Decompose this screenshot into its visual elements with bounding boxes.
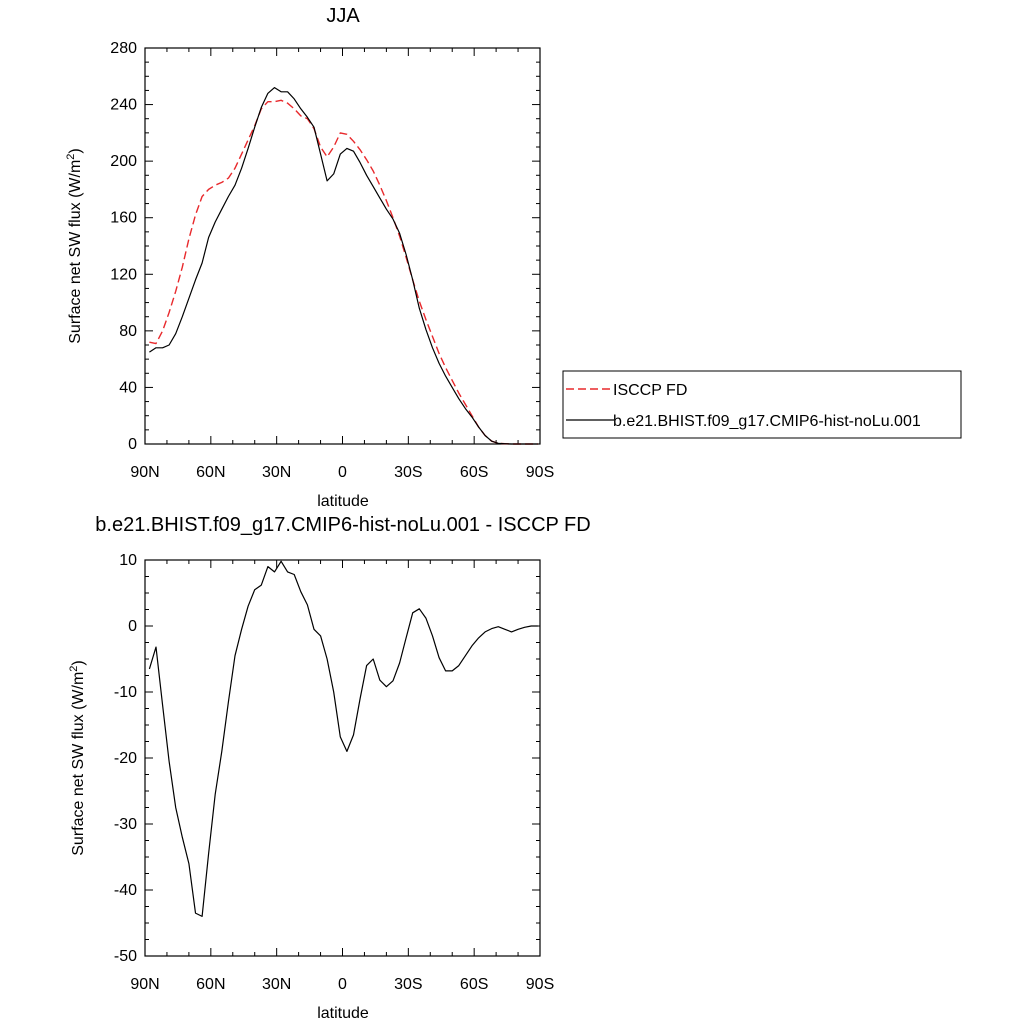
top-series-line-model — [149, 86, 538, 445]
bottom-xtick-label: 60N — [196, 976, 225, 993]
top-xtick-label: 90N — [130, 464, 159, 481]
legend-box — [562, 370, 962, 439]
top-x-axis-ticks: 90N 60N 30N 0 30S 60S 90S — [130, 48, 554, 481]
top-ytick-label: 240 — [110, 97, 137, 114]
bottom-ytick-label: -50 — [114, 948, 137, 965]
top-ytick-label: 160 — [110, 210, 137, 227]
top-xtick-label: 30S — [394, 464, 422, 481]
bottom-y-axis-ticks: -50 -40 -30 -20 -10 0 10 — [114, 552, 540, 965]
bottom-ytick-label: 0 — [128, 618, 137, 635]
bottom-x-axis-label: latitude — [317, 1005, 369, 1022]
bottom-minor-ticks — [145, 560, 540, 956]
top-ytick-label: 0 — [128, 436, 137, 453]
bottom-xtick-label: 30N — [262, 976, 291, 993]
top-panel: JJA 90N 60N 30N 0 30S 60S 90S 0 40 80 120 160 200 24… — [65, 5, 554, 510]
top-plot-frame — [144, 47, 541, 445]
bottom-ytick-label: -30 — [114, 816, 137, 833]
top-ytick-label: 40 — [119, 379, 137, 396]
bottom-ytick-label: -40 — [114, 882, 137, 899]
legend-label-model: b.e21.BHIST.f09_g17.CMIP6-hist-noLu.001 — [613, 413, 921, 430]
bottom-x-axis-ticks: 90N 60N 30N 0 30S 60S 90S — [130, 560, 554, 993]
top-xtick-label: 60S — [460, 464, 488, 481]
top-xtick-label: 60N — [196, 464, 225, 481]
legend-label-isccp: ISCCP FD — [613, 382, 687, 399]
bottom-xtick-label: 60S — [460, 976, 488, 993]
top-y-axis-ticks: 0 40 80 120 160 200 240 280 — [110, 40, 540, 453]
top-xtick-label: 0 — [338, 464, 347, 481]
top-xtick-label: 30N — [262, 464, 291, 481]
bottom-ytick-label: -20 — [114, 750, 137, 767]
bottom-xtick-label: 90N — [130, 976, 159, 993]
bottom-ytick-label: 10 — [119, 552, 137, 569]
top-minor-ticks — [145, 48, 540, 444]
top-ytick-label: 80 — [119, 323, 137, 340]
bottom-title: b.e21.BHIST.f09_g17.CMIP6-hist-noLu.001 … — [95, 514, 590, 536]
bottom-ytick-label: -10 — [114, 684, 137, 701]
bottom-series-group — [148, 560, 538, 918]
top-ytick-label: 120 — [110, 266, 137, 283]
top-y-axis-label: Surface net SW flux (W/m2) — [65, 148, 84, 344]
top-series-line-isccp — [149, 99, 538, 445]
top-title: JJA — [326, 5, 360, 27]
top-series-group — [149, 86, 538, 445]
legend: ISCCP FD b.e21.BHIST.f09_g17.CMIP6-hist-… — [562, 370, 962, 439]
bottom-y-axis-label: Surface net SW flux (W/m2) — [68, 660, 87, 856]
top-ytick-label: 200 — [110, 153, 137, 170]
bottom-xtick-label: 30S — [394, 976, 422, 993]
bottom-xtick-label: 0 — [338, 976, 347, 993]
top-x-axis-label: latitude — [317, 493, 369, 510]
bottom-xtick-label: 90S — [526, 976, 554, 993]
bottom-series-line-model — [148, 560, 538, 918]
top-xtick-label: 90S — [526, 464, 554, 481]
bottom-panel: b.e21.BHIST.f09_g17.CMIP6-hist-noLu.001 … — [68, 514, 591, 1022]
top-ytick-label: 280 — [110, 40, 137, 57]
